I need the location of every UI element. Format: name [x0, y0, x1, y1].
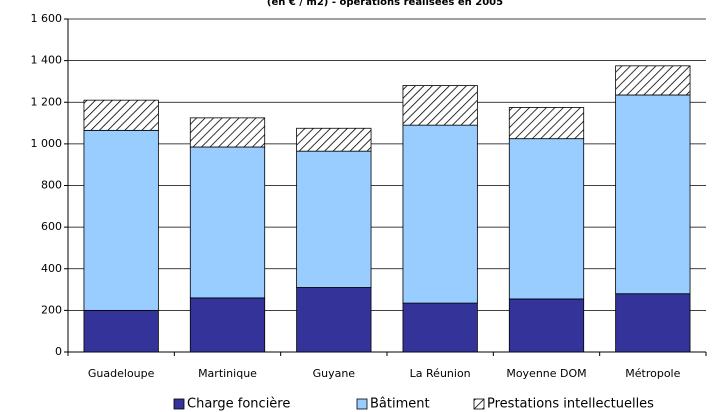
y-tick-label: 200 — [41, 303, 62, 316]
bar-segment — [189, 297, 266, 353]
bar-segment — [83, 129, 159, 311]
y-tick-label: 600 — [41, 220, 62, 233]
bar-segment — [615, 94, 691, 295]
bar-segment — [508, 107, 585, 140]
bar-segment — [189, 146, 266, 299]
bar-segment — [508, 298, 585, 353]
bar-segment — [83, 309, 159, 353]
y-tick-label: 1 600 — [31, 12, 63, 25]
bar-segment — [296, 287, 372, 353]
legend-swatch — [356, 398, 368, 410]
bar-segment — [402, 85, 478, 126]
y-tick-label: 1 000 — [31, 137, 63, 150]
x-tick-label: La Réunion — [410, 367, 471, 380]
bar-segment — [402, 302, 478, 353]
bar-segment — [402, 124, 478, 304]
x-tick-label: Martinique — [198, 367, 257, 380]
x-tick-label: Guadeloupe — [88, 367, 155, 380]
x-tick-label: Métropole — [625, 367, 680, 380]
y-tick-label: 400 — [41, 262, 62, 275]
y-tick-label: 800 — [41, 179, 62, 192]
legend-label: Prestations intellectuelles — [487, 397, 654, 412]
y-tick-label: 1 200 — [31, 95, 63, 108]
legend-label: Charge foncière — [187, 397, 290, 412]
chart-title: (en € / m2) - opérations réalisées en 20… — [267, 0, 503, 8]
bar-segment — [296, 150, 372, 288]
y-tick-label: 1 400 — [31, 54, 63, 67]
x-tick-label: Guyane — [313, 367, 356, 380]
x-tick-label: Moyenne DOM — [506, 367, 586, 380]
legend-swatch — [473, 398, 485, 410]
bar-segment — [508, 138, 585, 300]
legend-swatch — [173, 398, 185, 410]
bar-segment — [296, 127, 372, 152]
y-tick-label: 0 — [55, 345, 62, 358]
bar-segment — [189, 117, 266, 148]
bar-segment — [83, 99, 159, 131]
bar-segment — [615, 65, 691, 96]
legend-label: Bâtiment — [370, 397, 430, 412]
bar-segment — [615, 293, 691, 353]
